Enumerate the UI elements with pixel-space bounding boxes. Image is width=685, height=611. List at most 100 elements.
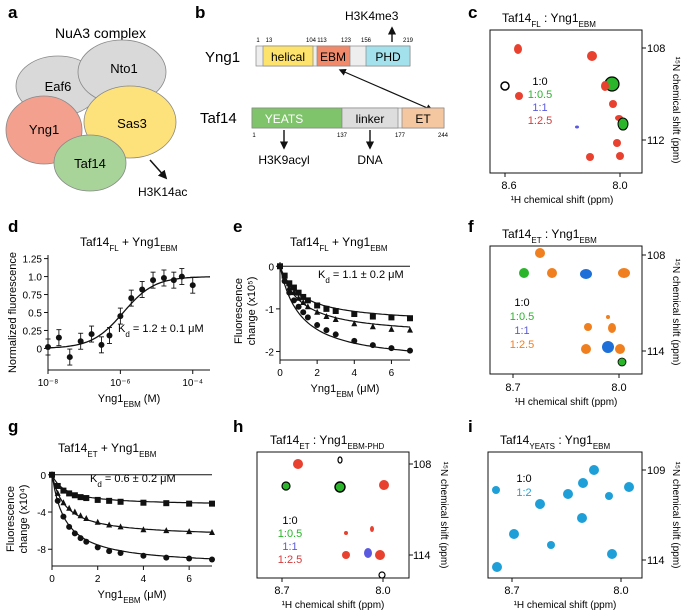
yng1-tick-156: 156 [361,38,372,44]
data-point-triangle [186,528,193,535]
data-point [77,535,84,542]
legend-ratio: 1:2.5 [278,554,302,566]
data-point-square [209,500,215,507]
taf14-linker-domain [341,107,399,129]
data-point-triangle [60,499,67,506]
yeats-label: YEATS [265,112,303,126]
panel-i-legend: 1:0 1:2 [516,473,531,499]
taf14-tick-244: 244 [438,133,449,139]
legend-ratio: 1:0.5 [528,89,552,101]
nmr-peak [586,153,594,161]
nmr-peak [492,562,502,572]
nmr-peak [615,344,625,354]
legend-ratio: 1:2.5 [510,339,534,351]
y-tick-label: 1.0 [28,273,42,284]
data-point [98,341,105,348]
data-point-triangle [66,504,73,511]
x-tick-label: 4 [141,574,147,585]
panel-i-xtick-1: 8.7 [504,585,519,597]
panel-h-ylabel: ¹⁵N chemical shift (ppm) [438,462,449,569]
panel-c-frame [489,29,643,174]
data-point-square [77,494,84,501]
h3k9acyl-label: H3K9acyl [258,153,309,167]
panel-c-peaks [500,44,629,161]
data-point [49,471,55,478]
panel-f-title: Taf14ET : Yng1EBM [502,227,597,245]
nmr-peak [624,482,634,492]
data-point-square [60,487,67,494]
panel-c-ytick-2: 112 [647,135,665,147]
yng1-tick-104: 104 [306,38,317,44]
data-point [170,277,177,284]
data-point [117,549,124,556]
nmr-peak [608,323,616,333]
data-point-triangle [71,508,78,515]
data-point [117,313,124,320]
x-tick-label: 2 [314,368,320,379]
data-point [290,297,297,304]
data-point [314,322,321,329]
panel-h-ytick-2: 114 [413,550,431,562]
panel-f-frame [489,245,643,375]
x-axis-label: Yng1EBM (μM) [311,383,380,399]
panel-i-peaks [492,465,634,572]
x-tick-label: 6 [186,574,192,585]
fit-curve [279,266,411,352]
x-tick-label: 0 [277,368,283,379]
linker-label: linker [356,112,385,126]
nmr-peak [519,268,529,278]
data-point-triangle [295,294,302,301]
data-point [189,282,196,289]
nmr-peak [515,92,523,100]
panel-h-xtick-1: 8.7 [274,585,289,597]
panel-letter-f: f [468,217,474,236]
data-point-square [388,314,395,321]
data-point-square [323,305,330,312]
data-point-triangle [369,323,376,330]
data-point [351,337,358,344]
panel-d-plot: Taf14FL + Yng1EBM 0 0.25 0.5 0.75 1.0 1.25 10⁻… [7,235,211,409]
h3k14ac-label: H3K14ac [138,185,187,199]
nmr-peak [580,269,592,279]
panel-f-nmr: Taf14ET : Yng1EBM 8.7 8.0 108 114 ¹H che… [489,227,681,408]
kd-annotation: Kd = 1.1 ± 0.2 μM [318,269,404,285]
data-point-square [83,495,90,502]
panel-i-ytick-1: 109 [647,465,665,477]
nmr-peak [607,549,617,559]
data-point-triangle [304,303,311,310]
y-tick-label: 0.75 [23,291,43,302]
panel-i-ytick-2: 114 [647,555,665,567]
yng1-name: Yng1 [205,49,240,66]
panel-f-ytick-2: 114 [647,346,665,358]
panel-f-xtick-2: 8.0 [611,382,626,394]
legend-ratio: 1:0 [532,76,547,88]
data-point [304,314,311,321]
data-point [106,548,113,555]
nmr-peak [379,480,389,490]
data-point [300,309,307,316]
nmr-peak [613,139,621,147]
y-tick-label: 1.25 [23,255,43,266]
yng1-label: Yng1 [29,122,59,137]
data-point-triangle [286,284,293,291]
panel-letter-c: c [468,3,477,22]
data-point-square [351,310,358,317]
data-point-square [54,482,61,489]
panel-f-peaks [519,248,630,367]
legend-ratio: 1:0.5 [510,311,534,323]
data-point [54,497,61,504]
y-tick-label: 0.5 [28,309,42,320]
nmr-peak [616,152,624,160]
data-point-triangle [117,523,124,530]
data-point [55,334,62,341]
y-tick-label: -1 [265,305,274,316]
data-point-square [407,315,413,322]
nmr-peak [577,513,587,523]
data-point-triangle [300,298,307,305]
panel-i-ylabel: ¹⁵N chemical shift (ppm) [670,462,681,569]
nmr-peak [500,81,510,91]
panel-c-legend: 1:0 1:0.5 1:1 1:2.5 [528,76,552,127]
panel-h-xlabel: ¹H chemical shift (ppm) [282,600,385,611]
panel-h-frame [256,451,410,579]
data-point-square [314,302,321,309]
